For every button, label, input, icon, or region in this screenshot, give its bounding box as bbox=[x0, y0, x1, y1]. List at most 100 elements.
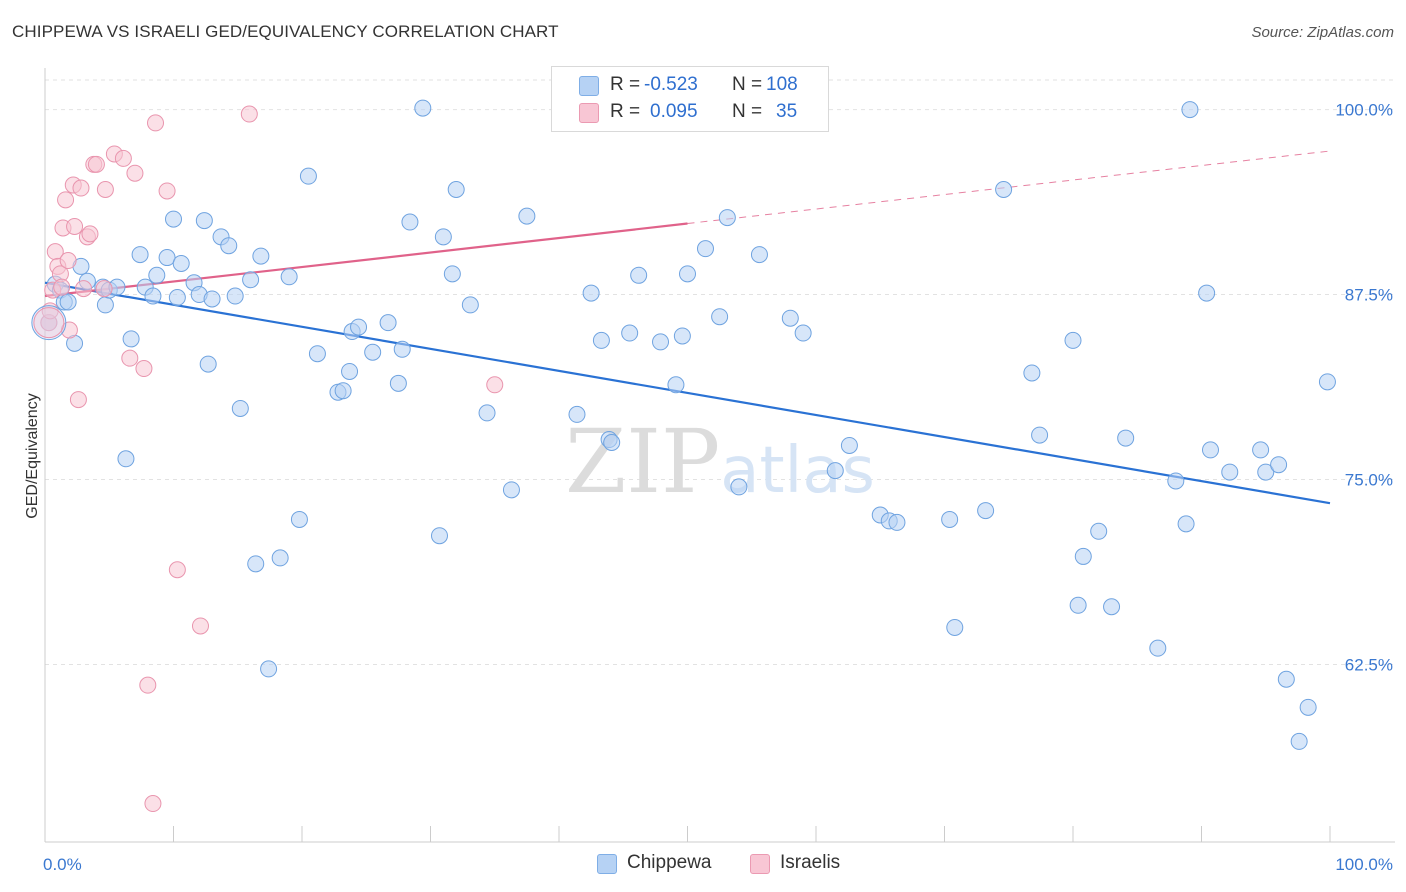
data-point-israelis bbox=[168, 561, 186, 579]
data-point-chippewa bbox=[443, 265, 461, 283]
data-point-chippewa bbox=[122, 330, 140, 348]
data-point-israelis bbox=[95, 280, 113, 298]
data-point-chippewa bbox=[679, 265, 696, 283]
data-point-chippewa bbox=[1074, 547, 1092, 565]
data-point-chippewa bbox=[478, 404, 496, 422]
data-point-chippewa bbox=[131, 246, 149, 264]
data-point-israelis bbox=[158, 182, 176, 200]
y-axis-label: GED/Equivalency bbox=[24, 393, 41, 518]
data-point-israelis bbox=[72, 179, 90, 197]
data-point-chippewa bbox=[247, 555, 265, 573]
data-point-chippewa bbox=[299, 167, 317, 185]
data-point-chippewa bbox=[1064, 331, 1082, 349]
data-point-israelis bbox=[121, 349, 139, 367]
data-point-chippewa bbox=[117, 450, 135, 468]
data-point-chippewa bbox=[1221, 463, 1239, 481]
data-point-chippewa bbox=[946, 618, 964, 636]
series-label-israelis: Israelis bbox=[780, 852, 841, 873]
data-point-chippewa bbox=[592, 331, 610, 349]
data-point-chippewa bbox=[1090, 522, 1108, 540]
data-point-israelis bbox=[69, 391, 87, 409]
data-point-chippewa bbox=[1290, 732, 1308, 750]
points-layer bbox=[31, 99, 1336, 813]
data-point-israelis bbox=[135, 360, 153, 378]
grid-layer bbox=[45, 79, 1395, 665]
legend-r-value: 0.095 bbox=[650, 101, 698, 122]
series-label-chippewa: Chippewa bbox=[627, 852, 712, 873]
data-point-israelis bbox=[191, 617, 209, 635]
data-point-israelis bbox=[147, 114, 165, 132]
data-point-chippewa bbox=[350, 318, 368, 336]
data-point-chippewa bbox=[461, 296, 479, 314]
legend-swatch-israelis bbox=[579, 103, 599, 123]
data-point-chippewa bbox=[652, 333, 670, 351]
legend-swatch-chippewa bbox=[579, 76, 599, 96]
legend-r-label: R = bbox=[610, 101, 641, 122]
chart-title: CHIPPEWA VS ISRAELI GED/EQUIVALENCY CORR… bbox=[12, 22, 559, 41]
data-point-chippewa bbox=[1181, 101, 1199, 119]
x-tick-label: 100.0% bbox=[1335, 855, 1393, 874]
data-point-chippewa bbox=[1069, 596, 1087, 614]
data-point-chippewa bbox=[750, 246, 768, 264]
data-point-chippewa bbox=[96, 296, 114, 314]
legend-r-value: -0.523 bbox=[644, 74, 698, 95]
data-point-chippewa bbox=[518, 207, 536, 225]
series-swatch-israelis bbox=[750, 854, 770, 874]
y-tick-label: 100.0% bbox=[1335, 101, 1393, 120]
data-point-chippewa bbox=[59, 293, 77, 311]
data-point-chippewa bbox=[1117, 429, 1135, 447]
data-point-chippewa bbox=[1149, 639, 1167, 657]
data-point-chippewa bbox=[379, 314, 397, 332]
data-point-chippewa bbox=[172, 254, 190, 272]
data-point-chippewa bbox=[290, 510, 308, 528]
data-point-chippewa bbox=[1103, 598, 1121, 616]
trend-extension-israelis bbox=[687, 150, 1331, 225]
data-point-israelis bbox=[75, 280, 93, 298]
data-point-israelis bbox=[114, 149, 132, 167]
tick-label-layer: 62.5% 75.0% 87.5% 100.0% 0.0% 100.0% bbox=[43, 101, 1393, 874]
data-point-israelis bbox=[240, 105, 258, 123]
data-point-chippewa bbox=[1198, 284, 1216, 302]
data-point-israelis bbox=[57, 191, 75, 209]
data-point-chippewa bbox=[711, 308, 729, 326]
series-swatch-chippewa bbox=[597, 854, 617, 874]
data-point-chippewa bbox=[826, 462, 844, 480]
data-point-chippewa bbox=[718, 209, 736, 227]
data-point-chippewa bbox=[1277, 670, 1295, 688]
watermark: ZIPatlas bbox=[565, 410, 875, 513]
data-point-chippewa bbox=[148, 266, 166, 284]
data-point-chippewa bbox=[977, 502, 995, 520]
trend-line-chippewa bbox=[44, 281, 1331, 505]
data-point-chippewa bbox=[430, 527, 448, 545]
data-point-israelis bbox=[66, 217, 84, 235]
data-point-chippewa bbox=[203, 290, 221, 308]
data-point-israelis bbox=[139, 676, 157, 694]
legend-row-chippewa: R = -0.523 N = 108 bbox=[552, 73, 828, 99]
data-point-chippewa bbox=[781, 309, 799, 327]
data-point-chippewa bbox=[696, 240, 714, 258]
data-point-chippewa bbox=[334, 382, 352, 400]
data-point-israelis bbox=[59, 252, 77, 270]
data-point-chippewa bbox=[794, 324, 812, 342]
data-point-israelis bbox=[53, 278, 71, 296]
cluster-point-israelis bbox=[33, 307, 65, 339]
legend-n-label: N = bbox=[732, 101, 763, 122]
data-point-chippewa bbox=[1023, 364, 1041, 382]
legend-row-israelis: R = 0.095 N = 35 bbox=[552, 100, 828, 126]
data-point-chippewa bbox=[414, 99, 432, 117]
data-point-israelis bbox=[144, 795, 162, 813]
data-point-chippewa bbox=[582, 284, 600, 302]
data-point-chippewa bbox=[447, 180, 465, 198]
data-point-chippewa bbox=[941, 510, 959, 528]
data-point-chippewa bbox=[226, 287, 244, 305]
data-point-chippewa bbox=[568, 405, 586, 423]
watermark-zip: ZIP bbox=[565, 410, 720, 513]
data-point-chippewa bbox=[1177, 515, 1195, 533]
data-point-chippewa bbox=[1299, 698, 1317, 716]
legend-r-label: R = bbox=[610, 74, 641, 95]
data-point-chippewa bbox=[341, 362, 359, 380]
data-point-chippewa bbox=[393, 340, 411, 358]
data-point-chippewa bbox=[840, 436, 858, 454]
data-point-chippewa bbox=[260, 660, 278, 678]
data-point-israelis bbox=[96, 180, 114, 198]
